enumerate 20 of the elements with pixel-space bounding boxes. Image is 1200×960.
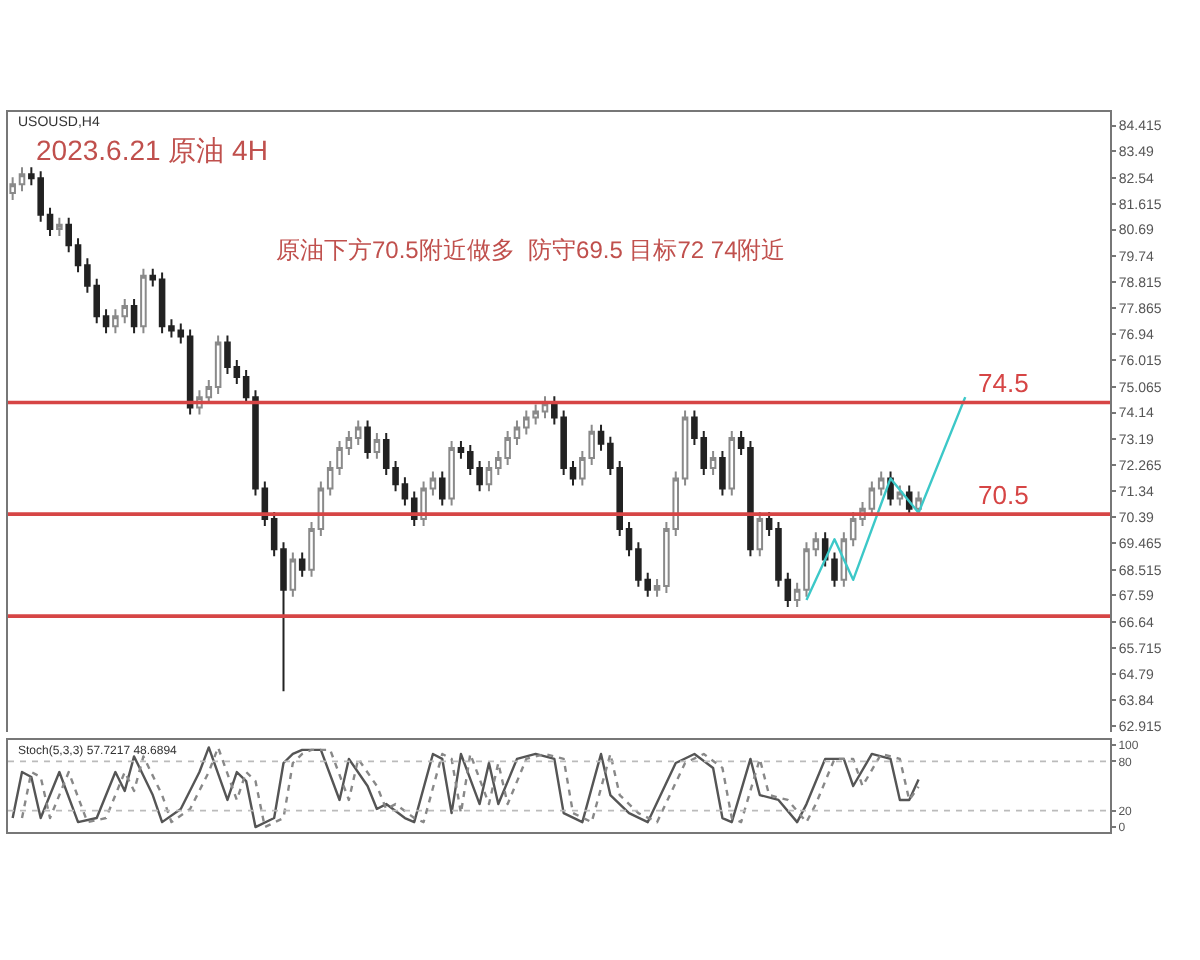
candlestick [896,484,904,507]
candlestick [756,510,764,558]
candlestick [130,298,138,335]
candlestick [373,431,381,460]
candlestick [56,216,63,237]
line-series [805,395,967,602]
candlestick [289,551,297,598]
ref-line-label: 70.5 [978,480,1029,510]
candlestick [438,470,446,507]
candlestick [448,440,455,507]
candlestick [728,429,736,497]
text: 2023.6.21 原油 4H [36,134,268,167]
candlestick [364,419,371,460]
candlestick [719,450,726,497]
candlestick [709,450,717,477]
candlestick [298,551,306,578]
ref-line-label: 74.5 [978,368,1029,398]
text: 原油下方70.5附近做多 防守69.5 目标72 74附近 [276,236,786,264]
candlestick [214,334,222,396]
candlestick [140,267,147,335]
